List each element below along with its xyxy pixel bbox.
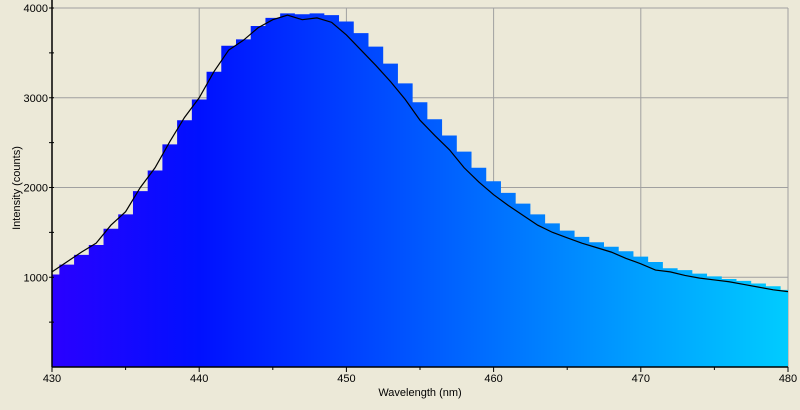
- x-tick-label: 440: [190, 373, 208, 385]
- x-tick-label: 460: [484, 373, 502, 385]
- y-tick-label: 1000: [24, 272, 48, 284]
- x-axis-label: Wavelength (nm): [378, 387, 461, 399]
- x-axis-ticks: 430 440 450 460 470 480: [43, 367, 797, 385]
- x-tick-label: 430: [43, 373, 61, 385]
- x-tick-label: 480: [779, 373, 797, 385]
- y-axis-label: Intensity (counts): [11, 146, 23, 230]
- y-tick-label: 4000: [24, 3, 48, 15]
- x-tick-label: 470: [632, 373, 650, 385]
- y-tick-label: 3000: [24, 93, 48, 105]
- y-axis-ticks: 1000 2000 3000 4000: [24, 3, 54, 323]
- y-tick-label: 2000: [24, 183, 48, 195]
- spectrum-line: [51, 14, 789, 293]
- x-tick-label: 450: [337, 373, 355, 385]
- spectrum-fill-area: [52, 13, 788, 367]
